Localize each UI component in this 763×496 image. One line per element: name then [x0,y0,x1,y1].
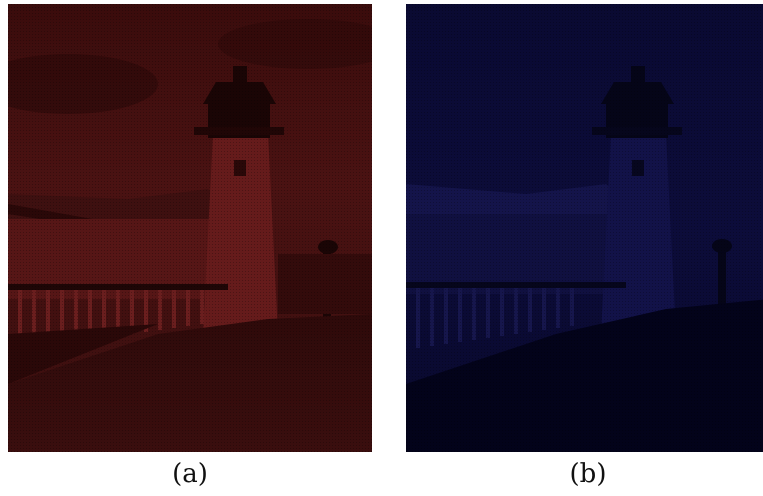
image-panel-b [406,4,763,452]
lighthouse-image-red [8,4,372,452]
caption-b: (b) [569,459,607,489]
caption-a: (a) [172,459,208,489]
lighthouse-image-blue [406,4,763,452]
image-panel-a [8,4,372,452]
